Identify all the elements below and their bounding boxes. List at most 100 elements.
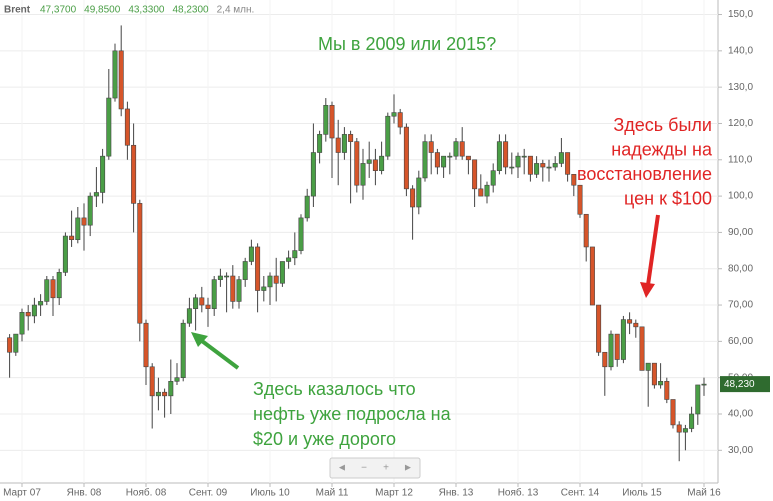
candle-body	[143, 322, 149, 368]
candle-body	[639, 326, 645, 371]
candle-body	[509, 166, 515, 169]
labels: 30,0040,0050,0060,0070,0080,0090,00100,0…	[3, 9, 770, 499]
candle-body	[596, 304, 602, 353]
navigator-button[interactable]: ◄	[337, 463, 347, 474]
y-tick-label: 70,00	[728, 300, 753, 311]
navigator-button[interactable]: −	[361, 463, 367, 474]
candle-body	[546, 166, 552, 169]
candle-body	[558, 152, 564, 164]
candle-body	[106, 97, 112, 157]
navigator-button[interactable]: ►	[403, 463, 413, 474]
y-tick-label: 30,00	[728, 445, 753, 456]
candle-body	[701, 383, 707, 386]
y-tick-label: 130,0	[728, 82, 753, 93]
candle-body	[44, 279, 50, 302]
candle-body	[323, 105, 329, 135]
x-tick-label: Янв. 08	[67, 488, 102, 499]
annotation-hope: Здесь были надежды на восстановление цен к …	[577, 115, 713, 209]
candle-body	[124, 108, 130, 146]
candle-body	[149, 366, 155, 397]
candle-body	[515, 155, 521, 168]
annotation-line: цен к $100	[624, 188, 712, 208]
candle-body	[571, 174, 577, 186]
candle-body	[248, 246, 254, 262]
candle-body	[348, 134, 354, 142]
x-tick-label: Май 16	[687, 488, 721, 499]
y-tick-label: 90,00	[728, 227, 753, 238]
candle-body	[366, 159, 372, 164]
candle-body	[490, 170, 496, 186]
candle-body	[608, 333, 614, 368]
summary-value: 47,3700	[40, 5, 77, 16]
candle-body	[273, 275, 279, 284]
candle-body	[651, 362, 657, 386]
candle-body	[162, 391, 168, 397]
candle-body	[81, 217, 87, 226]
candle-body	[25, 312, 31, 317]
x-tick-label: Сент. 09	[189, 488, 228, 499]
y-tick-label: 80,00	[728, 263, 753, 274]
candle-body	[484, 184, 490, 197]
annotation-line: восстановление	[577, 164, 712, 184]
summary-value: 43,3300	[128, 5, 165, 16]
candle-body	[478, 188, 484, 197]
navigator-button[interactable]: +	[383, 463, 389, 474]
candle-body	[552, 163, 558, 168]
candle-body	[62, 235, 68, 273]
y-tick-label: 40,00	[728, 409, 753, 420]
candle-body	[298, 217, 304, 251]
candle-body	[664, 381, 670, 400]
x-tick-label: Нояб. 13	[498, 487, 539, 499]
x-tick-label: Нояб. 08	[126, 487, 167, 499]
candle-body	[329, 105, 335, 139]
candle-body	[56, 272, 62, 299]
candle-body	[391, 112, 397, 117]
candle-body	[93, 192, 99, 197]
candle-body	[372, 159, 378, 171]
candle-body	[261, 286, 267, 291]
candle-body	[385, 115, 391, 157]
candle-body	[503, 141, 509, 168]
candle-body	[447, 155, 453, 158]
candle-body	[645, 362, 651, 371]
candle-body	[335, 137, 341, 153]
candle-body	[496, 141, 502, 171]
annotation: Мы в 2009 или 2015?	[318, 34, 496, 54]
candle-body	[87, 195, 93, 226]
last-price-tag	[720, 376, 770, 393]
candles	[7, 25, 707, 462]
candle-body	[689, 413, 695, 429]
candle-body	[38, 301, 44, 306]
candle-body	[7, 337, 13, 353]
arrow-head	[191, 332, 208, 347]
summary: 47,3700 49,8500 43,3300 48,2300 2,4 млн.	[40, 5, 254, 16]
candle-body	[583, 213, 589, 248]
y-tick-label: 150,0	[728, 9, 753, 20]
candle-body	[627, 319, 633, 324]
candle-body	[465, 155, 471, 161]
candle-body	[602, 351, 608, 368]
summary-value: 2,4 млн.	[217, 5, 255, 16]
candle-body	[174, 377, 180, 382]
candle-body	[534, 163, 540, 175]
annotation-line: надежды на	[611, 139, 713, 159]
candle-body	[341, 134, 347, 153]
candle-body	[695, 384, 701, 415]
candle-body	[50, 279, 56, 299]
annotation-cheap: Здесь казалось что нефть уже подросла на $…	[253, 379, 452, 449]
candle-body	[118, 50, 124, 110]
x-tick-label: Июль 15	[622, 488, 662, 499]
candle-body	[453, 141, 459, 157]
x-tick-label: Май 11	[316, 488, 349, 499]
x-tick-label: Март 12	[375, 488, 413, 499]
candle-body	[304, 195, 310, 219]
candle-body	[13, 333, 19, 353]
annotation-line: Здесь были	[613, 115, 712, 135]
candle-body	[112, 50, 118, 99]
candle-body	[286, 257, 292, 262]
y-tick-label: 140,0	[728, 45, 753, 56]
candle-body	[614, 333, 620, 360]
candle-body	[633, 322, 639, 328]
